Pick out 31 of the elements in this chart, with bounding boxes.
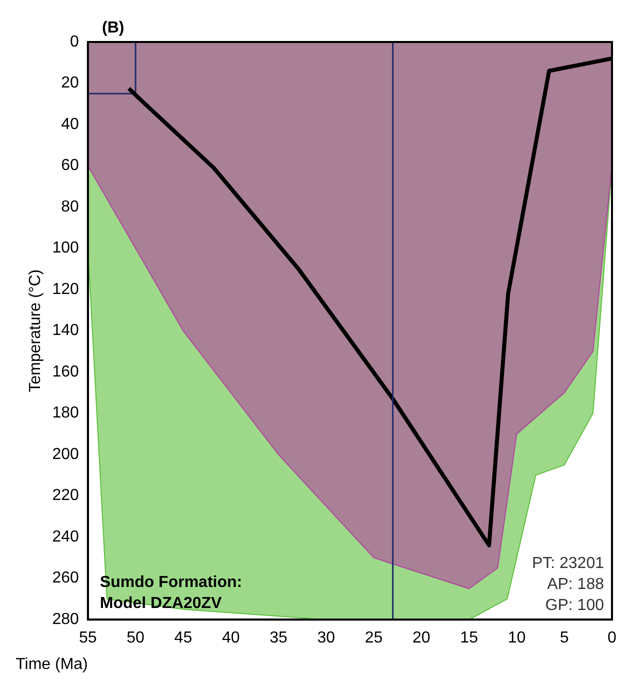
y-tick-label: 220 <box>52 487 79 504</box>
x-tick-label: 30 <box>317 630 336 647</box>
x-tick-label: 50 <box>126 630 145 647</box>
x-axis-title: Time (Ma) <box>16 656 88 673</box>
y-tick-label: 40 <box>61 116 79 133</box>
x-tick-label: 20 <box>412 630 430 647</box>
y-tick-label: 160 <box>52 363 79 380</box>
x-tick-label: 35 <box>270 630 288 647</box>
x-tick-label: 45 <box>174 630 192 647</box>
y-tick-label: 240 <box>52 528 79 546</box>
x-tick-label: 5 <box>560 630 569 647</box>
y-tick-label: 20 <box>61 74 79 92</box>
x-tick-label: 10 <box>508 630 526 647</box>
y-axis-title: Temperature (°C) <box>27 269 44 392</box>
y-tick-label: 200 <box>52 446 79 463</box>
x-tick-label: 0 <box>608 630 617 647</box>
y-tick-label: 280 <box>52 611 79 628</box>
y-tick-label: 100 <box>52 240 79 257</box>
text: (B) <box>102 19 124 36</box>
y-tick-label: 60 <box>61 157 79 174</box>
x-tick-label: 25 <box>364 630 383 647</box>
y-tick-label: 120 <box>52 280 79 298</box>
x-tick-label: 55 <box>78 630 97 647</box>
y-tick-label: 0 <box>70 33 79 50</box>
y-tick-label: 260 <box>52 570 79 587</box>
annotation: PT: 23201 AP: 188 GP: 100 <box>532 555 604 614</box>
y-tick-label: 180 <box>52 404 79 422</box>
y-tick-label: 80 <box>61 198 79 216</box>
x-tick-label: 15 <box>460 630 478 647</box>
y-tick-label: 140 <box>52 322 79 340</box>
x-tick-label: 40 <box>222 630 240 647</box>
